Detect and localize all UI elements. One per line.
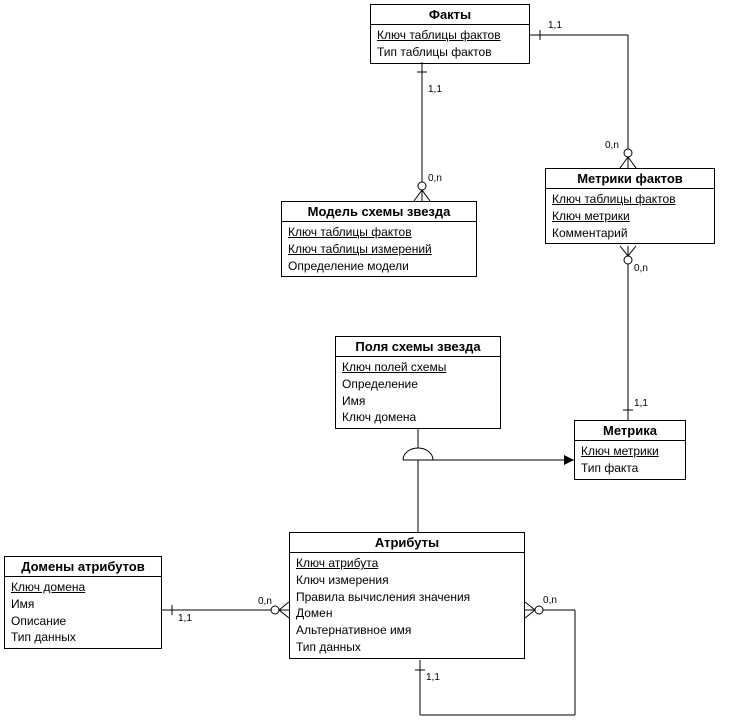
entity-title: Метрика <box>575 421 685 441</box>
attr: Ключ полей схемы <box>342 359 494 376</box>
card-label: 0,n <box>258 596 272 607</box>
card-label: 1,1 <box>426 672 440 683</box>
attr: Ключ таблицы фактов <box>377 27 523 44</box>
entity-attr-domains: Домены атрибутов Ключ домена Имя Описани… <box>4 556 162 649</box>
attr: Определение модели <box>288 258 470 275</box>
attr: Имя <box>11 596 155 613</box>
attr: Альтернативное имя <box>296 622 518 639</box>
attr: Ключ атрибута <box>296 555 518 572</box>
entity-title: Модель схемы звезда <box>282 202 476 222</box>
entity-body: Ключ таблицы фактов Ключ таблицы измерен… <box>282 222 476 276</box>
attr: Ключ измерения <box>296 572 518 589</box>
entity-title: Атрибуты <box>290 533 524 553</box>
attr: Правила вычисления значения <box>296 589 518 606</box>
attr: Тип факта <box>581 460 679 477</box>
entity-title: Метрики фактов <box>546 169 714 189</box>
attr: Ключ таблицы измерений <box>288 241 470 258</box>
attr: Тип таблицы фактов <box>377 44 523 61</box>
entity-body: Ключ таблицы фактов Ключ метрики Коммент… <box>546 189 714 243</box>
attr: Тип данных <box>11 629 155 646</box>
card-label: 0,n <box>543 595 557 606</box>
entity-title: Домены атрибутов <box>5 557 161 577</box>
card-label: 1,1 <box>634 398 648 409</box>
entity-fact-metrics: Метрики фактов Ключ таблицы фактов Ключ … <box>545 168 715 244</box>
attr: Определение <box>342 376 494 393</box>
entity-title: Поля схемы звезда <box>336 337 500 357</box>
entity-body: Ключ таблицы фактов Тип таблицы фактов <box>371 25 529 63</box>
attr: Домен <box>296 605 518 622</box>
attr: Комментарий <box>552 225 708 242</box>
attr: Ключ домена <box>11 579 155 596</box>
card-label: 1,1 <box>428 84 442 95</box>
attr: Ключ таблицы фактов <box>288 224 470 241</box>
entity-body: Ключ домена Имя Описание Тип данных <box>5 577 161 648</box>
attr: Ключ домена <box>342 409 494 426</box>
entity-body: Ключ метрики Тип факта <box>575 441 685 479</box>
card-label: 0,n <box>428 173 442 184</box>
entity-body: Ключ атрибута Ключ измерения Правила выч… <box>290 553 524 658</box>
entity-metric: Метрика Ключ метрики Тип факта <box>574 420 686 480</box>
card-label: 1,1 <box>548 20 562 31</box>
card-label: 1,1 <box>178 613 192 624</box>
entity-title: Факты <box>371 5 529 25</box>
card-label: 0,n <box>634 263 648 274</box>
entity-attributes: Атрибуты Ключ атрибута Ключ измерения Пр… <box>289 532 525 659</box>
attr: Ключ метрики <box>552 208 708 225</box>
attr: Ключ таблицы фактов <box>552 191 708 208</box>
entity-star-model: Модель схемы звезда Ключ таблицы фактов … <box>281 201 477 277</box>
attr: Описание <box>11 613 155 630</box>
card-label: 0,n <box>605 140 619 151</box>
entity-star-fields: Поля схемы звезда Ключ полей схемы Опред… <box>335 336 501 429</box>
attr: Имя <box>342 393 494 410</box>
attr: Ключ метрики <box>581 443 679 460</box>
entity-body: Ключ полей схемы Определение Имя Ключ до… <box>336 357 500 428</box>
entity-facts: Факты Ключ таблицы фактов Тип таблицы фа… <box>370 4 530 64</box>
attr: Тип данных <box>296 639 518 656</box>
